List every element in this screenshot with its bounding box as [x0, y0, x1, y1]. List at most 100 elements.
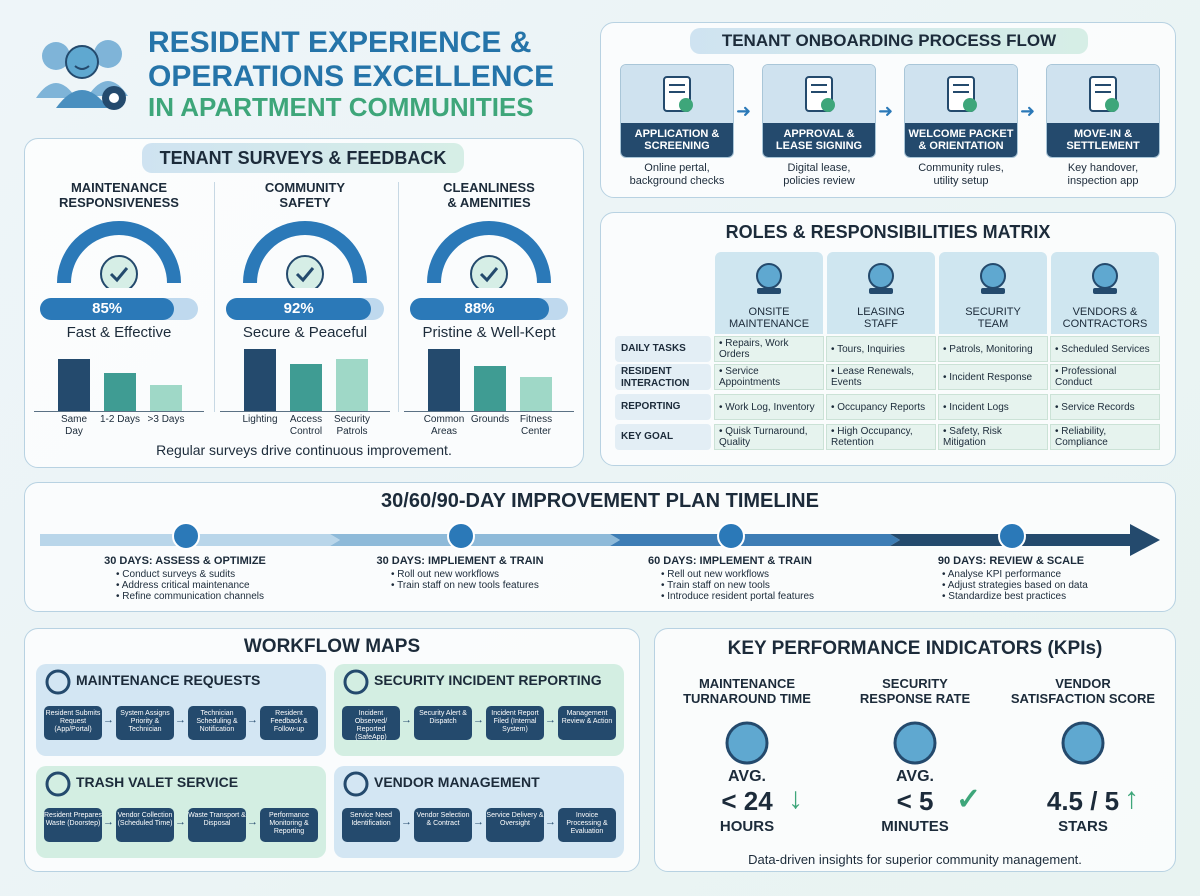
- surveys-footer: Regular surveys drive continuous improve…: [156, 442, 452, 458]
- role-cell: • Tours, Inquiries: [826, 336, 936, 362]
- step-label-2: & ORIENTATION: [918, 140, 1004, 152]
- workflow-step: Resident Feedback & Follow-up: [260, 706, 318, 740]
- survey-progress-bar: 92%: [226, 298, 384, 320]
- broom-sparkle-icon: [424, 218, 554, 293]
- survey-progress-bar: 85%: [40, 298, 198, 320]
- workflow-map: VENDOR MANAGEMENT Service Need Identifica…: [334, 766, 624, 858]
- phase-item: • Train staff on new tools: [661, 580, 770, 591]
- survey-progress-fill: 85%: [40, 298, 175, 320]
- onboarding-step: WELCOME PACKET & ORIENTATION: [904, 64, 1018, 158]
- role-cell: • Reliability, Compliance: [1050, 424, 1160, 450]
- survey-bar-chart: [404, 348, 574, 412]
- step-label-2: SCREENING: [644, 140, 710, 152]
- phase-item: • Train staff on new tools features: [391, 580, 539, 591]
- divider: [214, 182, 215, 412]
- survey-bar: [336, 359, 368, 411]
- role-cell: • Service Records: [1050, 394, 1160, 420]
- kpi-footer: Data-driven insights for superior commun…: [748, 852, 1082, 867]
- role-row-header: KEY GOAL: [615, 424, 711, 450]
- bar-label-1: Grounds: [470, 414, 510, 425]
- siren-icon: [342, 668, 370, 696]
- kpi-heading-2: SATISFACTION SCORE: [1010, 691, 1156, 706]
- survey-column: COMMUNITY SAFETY 92% Secure & Peaceful Light…: [220, 178, 390, 438]
- role-label-1: SECURITY: [965, 306, 1021, 318]
- phase-item: • Roll out new workflows: [391, 569, 499, 580]
- workflow-title: SECURITY INCIDENT REPORTING: [374, 672, 602, 688]
- wrench-hardhat-icon: [749, 258, 789, 298]
- role-cell: • High Occupancy, Retention: [826, 424, 936, 450]
- arrow-right-icon: →: [401, 816, 412, 828]
- workflow-step: Vendor Collection (Scheduled Time): [116, 808, 174, 842]
- phase-heading: 60 DAYS: IMPLEMENT & TRAIN: [647, 555, 812, 567]
- survey-bar-label: Security Patrols: [324, 414, 380, 438]
- role-column-header: VENDORS & CONTRACTORS: [1051, 252, 1159, 334]
- workflow-map: MAINTENANCE REQUESTS Resident Submits Req…: [36, 664, 326, 756]
- bar-label-1: 1-2 Days: [99, 414, 140, 425]
- workflow-step: Service Need Identification: [342, 808, 400, 842]
- bar-label-1: Lighting: [242, 414, 278, 425]
- roles-title: ROLES & RESPONSIBILITIES MATRIX: [725, 222, 1051, 242]
- presentation-icon: [447, 522, 475, 550]
- arrow-down-icon: ↓: [788, 782, 803, 815]
- arrow-right-icon: ➜: [1020, 101, 1036, 121]
- chart-up-icon: [998, 522, 1026, 550]
- onboarding-step-label: MOVE-IN & SETTLEMENT: [1047, 123, 1159, 157]
- role-label-1: VENDORS &: [1072, 306, 1138, 318]
- onboarding-title: TENANT ONBOARDING PROCESS FLOW: [690, 28, 1088, 54]
- title-line-1: RESIDENT EXPERIENCE &: [148, 26, 532, 59]
- onboarding-step: APPLICATION & SCREENING: [620, 64, 734, 158]
- step-label-2: SETTLEMENT: [1066, 140, 1140, 152]
- document-check-icon: [621, 65, 733, 123]
- role-cell: • Scheduled Services: [1050, 336, 1160, 362]
- survey-bar-label: Fitness Center: [508, 414, 564, 438]
- step-label-1: WELCOME PACKET: [908, 128, 1014, 140]
- onboarding-step-label: APPROVAL & LEASE SIGNING: [763, 123, 875, 157]
- survey-bar-label: Grounds: [462, 414, 518, 426]
- security-camera-icon: [973, 258, 1013, 298]
- role-cell: • Patrols, Monitoring: [938, 336, 1048, 362]
- workflow-title: MAINTENANCE REQUESTS: [76, 672, 261, 688]
- role-label: SECURITY TEAM: [939, 306, 1047, 330]
- workflow-step: Resident Submits Request (App/Portal): [44, 706, 102, 740]
- survey-bar-chart: [34, 348, 204, 412]
- role-label: LEASING STAFF: [827, 306, 935, 330]
- survey-title-2: & AMENITIES: [447, 195, 531, 210]
- workflows-title: WORKFLOW MAPS: [243, 636, 421, 657]
- survey-bar: [244, 349, 276, 411]
- bar-label-2: Day: [65, 426, 83, 437]
- role-label: ONSITE MAINTENANCE: [715, 306, 823, 330]
- role-label: VENDORS & CONTRACTORS: [1051, 306, 1159, 330]
- arrow-right-icon: →: [545, 816, 556, 828]
- timeline-phase: 30 DAYS: IMPLIEMENT & TRAIN • Roll out ne…: [345, 556, 575, 592]
- kpi-value: < 5: [896, 786, 934, 816]
- step-desc-1: Digital lease,: [787, 162, 851, 174]
- divider: [398, 182, 399, 412]
- arrow-right-icon: →: [473, 714, 484, 726]
- role-cell: • Quisk Turnaround, Quality: [714, 424, 824, 450]
- gear-check-icon: [717, 522, 745, 550]
- step-label-2: LEASE SIGNING: [775, 140, 863, 152]
- survey-progress-fill: 92%: [226, 298, 372, 320]
- bar-label-1: Fitness: [519, 414, 553, 425]
- onboarding-step-desc: Digital lease, policies review: [757, 162, 881, 188]
- onboarding-step-label: WELCOME PACKET & ORIENTATION: [905, 123, 1017, 157]
- survey-title-2: SAFETY: [279, 195, 331, 210]
- survey-bar-label: >3 Days: [138, 414, 194, 426]
- step-label-1: APPLICATION &: [634, 128, 720, 140]
- survey-column: MAINTENANCE RESPONSIVENESS 85% Fast & Effec…: [34, 178, 204, 438]
- step-desc-2: inspection app: [1067, 175, 1139, 187]
- handshake-icon: [342, 770, 370, 798]
- survey-label: Fast & Effective: [66, 324, 172, 341]
- shield-bolt-icon: [890, 716, 940, 771]
- step-desc-1: Community rules,: [918, 162, 1004, 174]
- workflow-step: System Assigns Priority & Technician: [116, 706, 174, 740]
- kpi-avg: AVG.: [728, 768, 766, 785]
- people-gear-icon: [36, 40, 128, 110]
- timeline-phase: 30 DAYS: ASSESS & OPTIMIZE • Conduct surv…: [70, 556, 300, 603]
- workflow-step: Waste Transport & Disposal: [188, 808, 246, 842]
- survey-label: Secure & Peaceful: [242, 324, 368, 341]
- survey-bar: [474, 366, 506, 411]
- step-desc-1: Online pertal,: [644, 162, 710, 174]
- role-label-1: ONSITE: [748, 306, 790, 318]
- headset-clipboard-icon: [861, 258, 901, 298]
